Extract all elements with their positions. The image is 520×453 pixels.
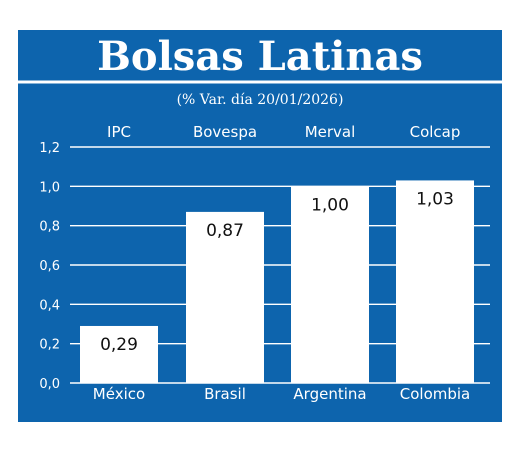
index-name-label-3: Colcap — [410, 123, 461, 141]
index-name-label-2: Merval — [305, 123, 356, 141]
index-name-label-1: Bovespa — [193, 123, 257, 141]
bar-1 — [186, 211, 264, 383]
y-tick-label-3: 0,6 — [39, 259, 60, 274]
bar-2 — [291, 186, 369, 383]
y-tick-label-6: 1,2 — [39, 141, 60, 156]
bar-value-label-0: 0,29 — [100, 335, 138, 355]
bar-0 — [80, 325, 158, 383]
bar-value-label-1: 0,87 — [206, 221, 244, 241]
category-label-3: Colombia — [400, 385, 471, 403]
y-axis-ticks: 0,0 0,2 0,4 0,6 0,8 1,0 1,2 — [39, 141, 60, 392]
y-tick-label-1: 0,2 — [39, 338, 60, 353]
category-label-2: Argentina — [293, 385, 366, 403]
chart-subtitle: (% Var. día 20/01/2026) — [177, 92, 344, 108]
y-tick-label-5: 1,0 — [39, 180, 60, 195]
index-name-label-0: IPC — [107, 123, 131, 141]
y-tick-label-4: 0,8 — [39, 220, 60, 235]
category-label-0: México — [93, 385, 145, 403]
bars — [80, 180, 474, 383]
category-label-1: Brasil — [204, 385, 246, 403]
bar-value-label-2: 1,00 — [311, 195, 349, 215]
chart-title: Bolsas Latinas — [97, 33, 423, 80]
labels: 0,29 IPC México 0,87 Bovespa Brasil 1,00 Merval… — [93, 123, 470, 403]
y-tick-label-0: 0,0 — [39, 377, 60, 392]
bar-3 — [396, 180, 474, 383]
bar-value-label-3: 1,03 — [416, 189, 454, 209]
y-tick-label-2: 0,4 — [39, 298, 60, 313]
